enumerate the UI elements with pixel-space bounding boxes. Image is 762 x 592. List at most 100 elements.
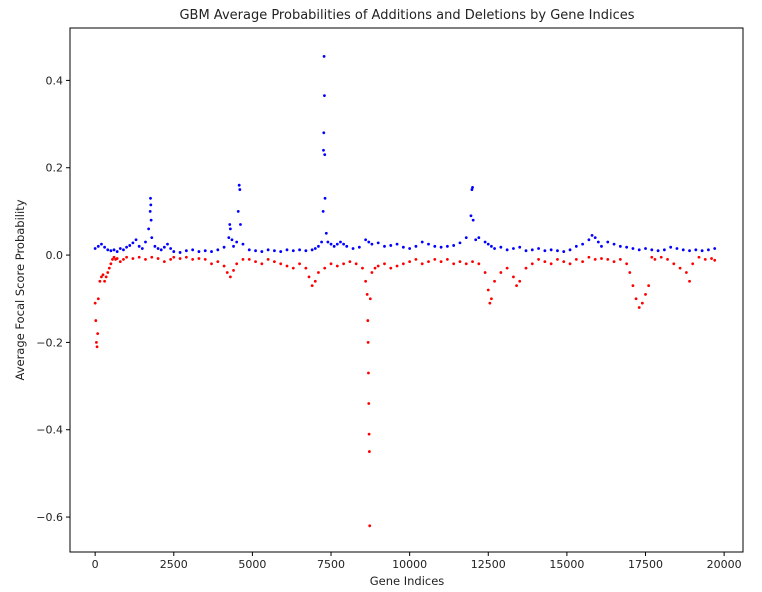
data-point bbox=[95, 345, 99, 349]
data-point bbox=[320, 240, 323, 244]
data-point bbox=[684, 271, 688, 274]
data-point bbox=[703, 258, 707, 261]
data-point bbox=[326, 240, 330, 244]
data-point bbox=[464, 262, 468, 266]
data-point bbox=[329, 262, 333, 266]
data-point bbox=[694, 248, 698, 252]
data-point bbox=[471, 218, 475, 222]
data-point bbox=[587, 255, 591, 259]
data-point bbox=[700, 249, 704, 253]
data-point bbox=[335, 264, 339, 268]
data-point bbox=[241, 242, 245, 246]
data-point bbox=[574, 244, 578, 248]
data-point bbox=[122, 258, 125, 261]
data-point bbox=[345, 244, 349, 248]
data-point bbox=[266, 248, 270, 252]
data-point bbox=[366, 319, 370, 322]
data-point bbox=[216, 260, 220, 264]
data-point bbox=[112, 255, 116, 259]
data-point bbox=[178, 251, 182, 254]
data-point bbox=[593, 236, 597, 240]
data-point bbox=[618, 258, 622, 261]
data-point bbox=[137, 255, 141, 259]
data-point bbox=[227, 236, 231, 240]
data-point bbox=[298, 248, 301, 252]
data-point bbox=[697, 255, 701, 259]
data-point bbox=[433, 244, 437, 248]
data-point bbox=[339, 240, 342, 244]
data-point bbox=[471, 185, 474, 189]
data-point bbox=[172, 250, 176, 253]
data-point bbox=[367, 450, 371, 453]
data-point bbox=[335, 242, 339, 246]
data-point bbox=[172, 255, 176, 259]
data-point bbox=[238, 188, 242, 191]
data-point bbox=[656, 249, 660, 253]
data-point bbox=[131, 241, 135, 245]
plot-frame bbox=[69, 27, 744, 553]
data-point bbox=[93, 247, 97, 250]
data-point bbox=[203, 258, 207, 261]
data-point bbox=[486, 242, 490, 246]
data-point bbox=[612, 260, 616, 264]
data-point bbox=[225, 271, 229, 274]
data-point bbox=[166, 242, 169, 246]
data-point bbox=[631, 247, 635, 250]
data-point bbox=[439, 245, 443, 249]
data-point bbox=[106, 271, 110, 274]
data-point bbox=[150, 236, 154, 240]
data-point bbox=[323, 153, 327, 157]
data-point bbox=[543, 249, 547, 253]
data-point bbox=[228, 227, 232, 231]
data-point bbox=[537, 247, 540, 250]
data-point bbox=[458, 241, 462, 245]
data-point bbox=[106, 248, 110, 252]
data-point bbox=[107, 266, 111, 270]
data-point bbox=[376, 241, 380, 245]
data-point bbox=[678, 266, 682, 270]
data-point bbox=[178, 257, 182, 260]
data-point bbox=[420, 262, 424, 266]
data-point bbox=[530, 248, 534, 252]
data-point bbox=[452, 262, 456, 266]
data-point bbox=[618, 244, 622, 248]
data-point bbox=[184, 249, 188, 253]
y-tick-label: 0.0 bbox=[46, 249, 64, 262]
data-point bbox=[707, 248, 710, 252]
data-point bbox=[364, 238, 368, 242]
data-point bbox=[596, 240, 600, 244]
data-point bbox=[490, 297, 493, 301]
data-point bbox=[184, 255, 188, 259]
data-point bbox=[625, 245, 629, 249]
series-layer bbox=[93, 54, 717, 528]
x-tick-label: 15000 bbox=[549, 558, 584, 571]
data-point bbox=[477, 262, 481, 266]
data-point bbox=[367, 371, 370, 375]
data-point bbox=[134, 238, 138, 242]
data-point bbox=[95, 341, 98, 344]
data-point bbox=[304, 249, 308, 253]
data-point bbox=[644, 247, 647, 250]
data-point bbox=[361, 266, 364, 270]
data-point bbox=[228, 275, 232, 279]
data-point bbox=[348, 260, 352, 264]
data-point bbox=[505, 266, 509, 270]
data-point bbox=[518, 245, 522, 249]
data-point bbox=[365, 292, 369, 296]
data-point bbox=[237, 183, 241, 187]
data-point bbox=[191, 258, 195, 261]
data-point bbox=[420, 240, 424, 244]
data-point bbox=[383, 262, 386, 266]
data-point bbox=[324, 231, 328, 235]
data-point bbox=[357, 245, 361, 249]
data-point bbox=[96, 332, 100, 336]
data-point bbox=[666, 258, 669, 261]
y-axis-label: Average Focal Score Probability bbox=[13, 199, 27, 380]
data-point bbox=[427, 260, 430, 264]
data-point bbox=[367, 432, 371, 436]
data-point bbox=[631, 284, 635, 288]
data-point bbox=[524, 249, 528, 253]
data-point bbox=[713, 258, 717, 262]
